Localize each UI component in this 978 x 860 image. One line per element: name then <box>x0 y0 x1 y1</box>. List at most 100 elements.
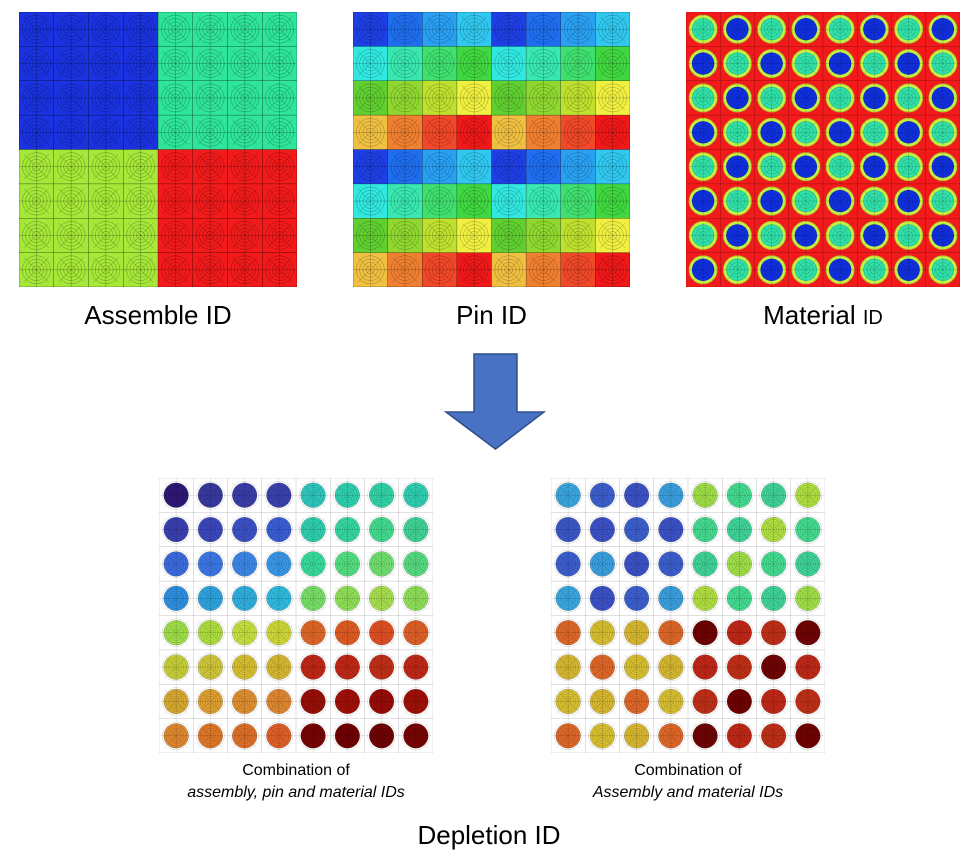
depletion-pin <box>658 688 684 715</box>
depletion-pin <box>197 551 223 577</box>
depletion-pin <box>163 723 189 749</box>
depletion-pin <box>334 688 360 715</box>
fuel-pellet <box>794 17 818 41</box>
fuel-pellet <box>828 189 852 213</box>
depletion-pin <box>761 654 787 680</box>
depletion-pin <box>555 482 581 508</box>
fuel-pellet <box>828 17 852 41</box>
depletion-pin <box>403 585 429 611</box>
depletion-pin <box>266 516 292 543</box>
depletion-pin <box>589 654 615 680</box>
combo-left-mesh <box>159 478 433 753</box>
depletion-pin <box>266 620 292 646</box>
depletion-pin <box>761 551 787 577</box>
fuel-pellet <box>828 155 852 178</box>
depletion-pin <box>624 585 650 611</box>
depletion-pin <box>624 620 650 646</box>
depletion-pin <box>232 688 258 715</box>
depletion-pin <box>369 654 395 680</box>
depletion-pin <box>266 688 292 715</box>
depletion-pin <box>795 516 821 543</box>
fuel-pellet <box>794 121 818 144</box>
fuel-pellet <box>931 224 955 247</box>
depletion-pin <box>692 620 718 646</box>
depletion-pin <box>266 723 292 749</box>
depletion-pin <box>795 654 821 680</box>
fuel-pellet <box>863 224 886 247</box>
depletion-pin <box>369 585 395 611</box>
depletion-pin <box>266 482 292 508</box>
depletion-pin <box>369 620 395 646</box>
depletion-pin <box>624 654 650 680</box>
fuel-pellet <box>691 155 715 178</box>
fuel-pellet <box>863 52 886 75</box>
depletion-pin <box>692 654 718 680</box>
depletion-pin <box>726 688 752 715</box>
depletion-pin <box>761 688 787 715</box>
depletion-pin <box>300 654 326 680</box>
depletion-pin <box>232 654 258 680</box>
depletion-pin <box>658 654 684 680</box>
fuel-pellet <box>726 52 749 75</box>
pin-mesh <box>353 12 630 287</box>
depletion-pin <box>555 688 581 715</box>
depletion-pin <box>300 551 326 577</box>
depletion-pin <box>589 585 615 611</box>
depletion-pin <box>795 723 821 749</box>
depletion-pin <box>658 516 684 543</box>
fuel-pellet <box>794 155 818 178</box>
depletion-combo-right <box>551 478 825 753</box>
depletion-pin <box>658 723 684 749</box>
fuel-pellet <box>726 17 749 41</box>
material-mesh <box>686 12 960 287</box>
combo-left-caption-line1: Combination of <box>242 762 350 779</box>
depletion-pin <box>761 482 787 508</box>
depletion-pin <box>761 723 787 749</box>
depletion-pin <box>658 482 684 508</box>
depletion-pin <box>403 516 429 543</box>
depletion-pin <box>163 516 189 543</box>
assembly-id-grid <box>19 12 297 287</box>
combo-right-caption: Combination of Assembly and material IDs <box>551 760 825 804</box>
depletion-pin <box>692 723 718 749</box>
fuel-pellet <box>760 86 783 110</box>
fuel-pellet <box>794 52 818 75</box>
depletion-pin <box>163 585 189 611</box>
fuel-pellet <box>691 86 715 110</box>
combo-left-pins <box>163 482 429 749</box>
depletion-pin <box>266 551 292 577</box>
depletion-pin <box>334 551 360 577</box>
fuel-pellet <box>828 224 852 247</box>
fuel-pellet <box>726 224 749 247</box>
fuel-pellet <box>760 17 783 41</box>
depletion-pin <box>232 585 258 611</box>
combo-right-grid <box>551 478 825 753</box>
depletion-pin <box>795 551 821 577</box>
fuel-pellet <box>931 52 955 75</box>
fuel-pellet <box>726 86 749 110</box>
fuel-pellet <box>931 189 955 213</box>
depletion-pin <box>726 620 752 646</box>
depletion-pin <box>369 688 395 715</box>
material-id-label: Material ID <box>686 300 960 331</box>
fuel-pellet <box>863 155 886 178</box>
depletion-pin <box>403 723 429 749</box>
fuel-pellet <box>863 86 886 110</box>
depletion-pin <box>300 688 326 715</box>
depletion-pin <box>403 688 429 715</box>
fuel-pellet <box>726 121 749 144</box>
material-id-map <box>686 12 960 287</box>
depletion-pin <box>726 551 752 577</box>
combo-right-pins <box>555 482 821 749</box>
depletion-pin <box>555 585 581 611</box>
fuel-pellet <box>897 189 920 213</box>
assembly-mesh <box>19 12 297 287</box>
fuel-pins <box>688 14 958 285</box>
depletion-pin <box>197 654 223 680</box>
depletion-pin <box>232 723 258 749</box>
depletion-pin <box>300 482 326 508</box>
depletion-pin <box>555 620 581 646</box>
material-id-label-main: Material <box>763 300 856 330</box>
depletion-pin <box>197 516 223 543</box>
fuel-pellet <box>691 17 715 41</box>
